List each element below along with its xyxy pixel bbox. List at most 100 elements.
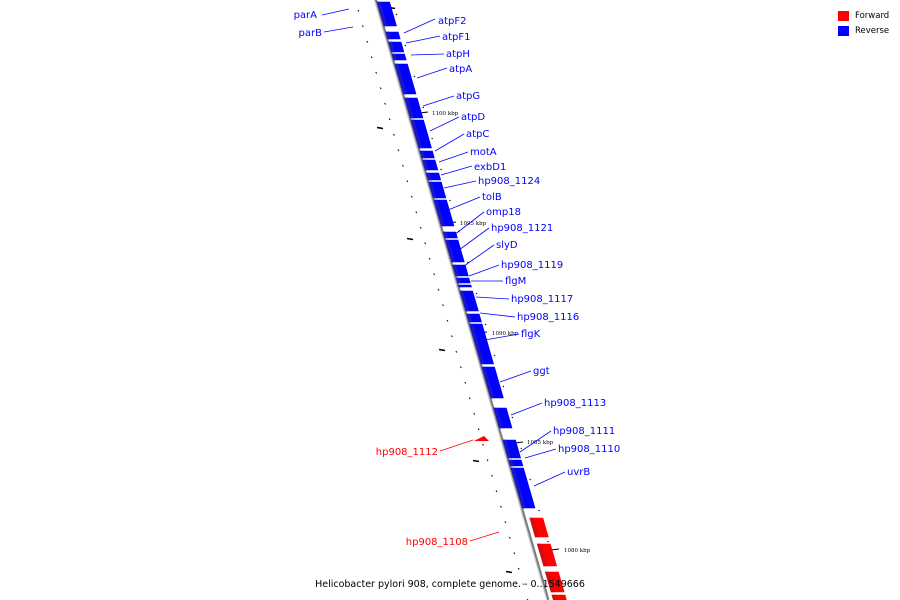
selection-highlight — [513, 572, 535, 600]
minor-tick — [440, 168, 442, 171]
gene-label-uvrb[interactable]: uvrB — [567, 467, 590, 478]
ruler-dot — [428, 257, 431, 260]
major-tick — [505, 570, 513, 574]
leader-line-hp908-1124 — [443, 180, 477, 189]
gene-label-atpf2[interactable]: atpF2 — [438, 16, 467, 27]
major-tick — [376, 126, 384, 130]
ruler-dot — [473, 412, 476, 415]
ruler-dot — [388, 118, 391, 121]
gene-label-flgm[interactable]: flgM — [505, 276, 526, 287]
gene-label-hp908-1124[interactable]: hp908_1124 — [478, 176, 540, 187]
gene-label-hp908-1112[interactable]: hp908_1112 — [376, 447, 438, 458]
ruler-dot — [495, 490, 498, 493]
gene-label-para[interactable]: parA — [294, 10, 318, 21]
gene-label-atph[interactable]: atpH — [446, 49, 470, 60]
ruler-dot — [393, 133, 395, 136]
leader-line-atph — [410, 53, 445, 56]
ruler-dot — [504, 521, 507, 524]
scale-label: 1080 kbp — [564, 548, 591, 554]
minor-tick — [502, 385, 505, 388]
leader-line-atpc — [434, 133, 465, 152]
gene-label-hp908-1110[interactable]: hp908_1110 — [558, 444, 620, 455]
gene-block-shade — [508, 459, 514, 467]
gene-label-hp908-1117[interactable]: hp908_1117 — [511, 294, 573, 305]
ruler-dot — [410, 195, 413, 198]
major-tick — [472, 459, 480, 463]
leader-line-omp18 — [453, 211, 485, 236]
gene-block-shade — [433, 199, 445, 227]
gene-block-shade — [385, 31, 392, 40]
gene-blocks — [376, 1, 567, 600]
legend-item-forward: Forward — [838, 8, 889, 23]
gene-label-hp908-1121[interactable]: hp908_1121 — [491, 223, 553, 234]
ruler-dot — [513, 552, 516, 555]
gene-block-shade — [391, 53, 398, 61]
gene-block-shade — [456, 277, 462, 284]
gene-label-mota[interactable]: motA — [470, 147, 497, 158]
gene-label-omp18[interactable]: omp18 — [486, 207, 521, 218]
gene-block-shade — [425, 172, 432, 181]
gene-label-flgk[interactable]: flgK — [521, 329, 541, 340]
gene-label-atpd[interactable]: atpD — [461, 112, 485, 123]
ruler-dot — [415, 211, 418, 214]
gene-label-ggt[interactable]: ggt — [533, 366, 550, 377]
scale-label: 1090 kbp — [492, 331, 519, 337]
leader-line-uvrb — [533, 471, 566, 487]
ruler-dot — [384, 102, 387, 105]
ruler-dot — [477, 428, 480, 431]
scale-tick — [550, 548, 560, 551]
gene-block-shade — [388, 41, 395, 53]
gene-block-shade — [469, 323, 485, 365]
gene-label-tolb[interactable]: tolB — [482, 192, 502, 203]
gene-label-atpg[interactable]: atpG — [456, 91, 480, 102]
ruler-dot — [424, 242, 427, 245]
ruler-dot — [357, 9, 360, 12]
scale-label: 1095 kbp — [460, 221, 487, 227]
ruler-dot — [442, 304, 444, 307]
minor-tick — [493, 354, 496, 357]
gene-block-shade — [452, 264, 460, 277]
minor-tick — [484, 323, 487, 326]
leader-line-hp908-1121 — [458, 227, 490, 251]
gene-label-hp908-1116[interactable]: hp908_1116 — [517, 312, 579, 323]
major-tick — [438, 348, 446, 352]
minor-tick — [538, 509, 540, 512]
gene-block-shade — [457, 284, 463, 288]
leader-line-hp908-1111 — [519, 430, 552, 453]
gene-block-shade — [481, 366, 495, 399]
gene-label-hp908-1111[interactable]: hp908_1111 — [553, 426, 615, 437]
minor-tick — [547, 540, 549, 543]
minor-tick — [395, 13, 398, 16]
minor-tick — [413, 75, 416, 78]
gene-label-parb[interactable]: parB — [299, 28, 323, 39]
minor-tick — [529, 478, 532, 481]
genome-backbone-highlight — [374, 0, 548, 600]
leader-line-atpd — [429, 116, 460, 132]
minor-tick — [431, 137, 434, 140]
minor-tick — [422, 106, 425, 109]
gene-label-atpc[interactable]: atpC — [466, 129, 489, 140]
ruler-dot — [455, 350, 458, 353]
gene-label-hp908-1108[interactable]: hp908_1108 — [406, 537, 468, 548]
leader-line-hp908-1108 — [469, 531, 500, 542]
gene-block-shade — [419, 150, 426, 159]
legend-swatch-forward — [838, 10, 849, 21]
gene-label-atpf1[interactable]: atpF1 — [442, 32, 471, 43]
gene-block-shade — [376, 1, 388, 27]
gene-block-shade — [442, 231, 449, 239]
ruler-dot — [375, 71, 378, 74]
ruler-dot — [379, 87, 382, 90]
legend-label-reverse: Reverse — [855, 25, 890, 36]
gene-label-slyd[interactable]: slyD — [496, 240, 518, 251]
leader-line-hp908-1116 — [479, 312, 516, 318]
leader-line-mota — [438, 151, 469, 163]
gene-label-hp908-1113[interactable]: hp908_1113 — [544, 398, 606, 409]
ruler-dot — [464, 381, 467, 384]
ruler-dot — [459, 366, 462, 369]
legend-swatch-reverse — [838, 25, 849, 36]
genome-backbone — [374, 0, 550, 600]
gene-label-atpa[interactable]: atpA — [449, 64, 472, 75]
gene-label-exbd1[interactable]: exbD1 — [474, 162, 506, 173]
gene-label-hp908-1119[interactable]: hp908_1119 — [501, 260, 563, 271]
gene-block-shade — [510, 467, 526, 509]
